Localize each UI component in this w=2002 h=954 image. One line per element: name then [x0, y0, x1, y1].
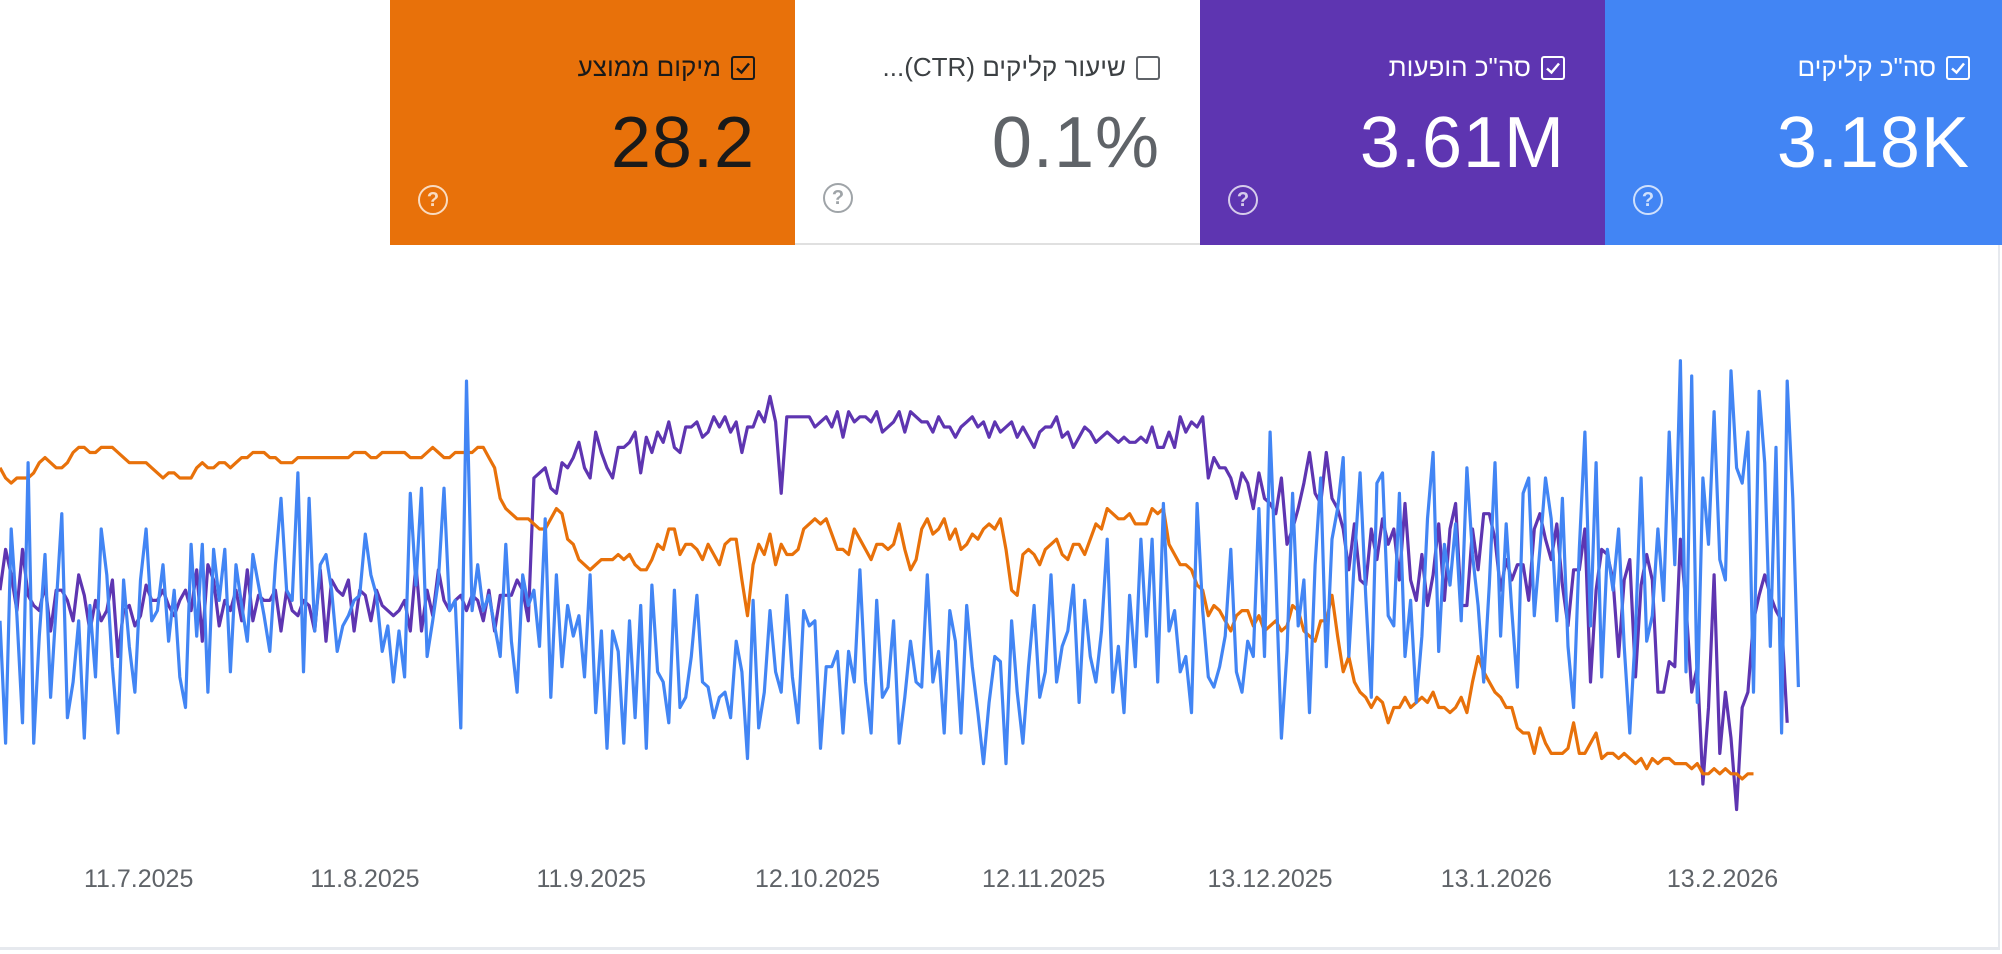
metric-label: מיקום ממוצע [577, 52, 721, 82]
metric-label: שיעור קליקים (CTR)... [882, 52, 1126, 82]
x-tick-label: 13.2.2026 [1667, 865, 1778, 893]
metric-value: 28.2 [610, 103, 755, 183]
checkbox-unchecked-icon[interactable] [1136, 55, 1160, 80]
metric-card-clicks[interactable]: סה"כ קליקים 3.18K ? [1605, 0, 2002, 245]
metric-value: 0.1% [991, 103, 1160, 183]
metric-header: סה"כ קליקים [1798, 52, 1970, 83]
x-tick-label: 11.8.2025 [310, 865, 419, 893]
metric-label: סה"כ קליקים [1797, 52, 1936, 82]
series-line-2 [0, 359, 1800, 766]
line-chart: 11.7.2025 11.8.2025 11.9.2025 12.10.2025 12.… [0, 359, 1800, 893]
metric-value: 3.18K [1776, 103, 1970, 183]
x-tick-label: 11.7.2025 [84, 865, 193, 893]
x-tick-label: 13.1.2026 [1441, 865, 1552, 893]
series-line-0 [0, 394, 1789, 812]
metric-value: 3.61M [1359, 103, 1565, 183]
metric-label: סה"כ הופעות [1388, 52, 1531, 82]
checkbox-checked-icon[interactable] [1946, 55, 1970, 80]
metric-card-ctr[interactable]: שיעור קליקים (CTR)... 0.1% ? [795, 0, 1200, 245]
series-line-1 [0, 445, 1754, 781]
help-icon[interactable]: ? [418, 185, 448, 215]
x-tick-label: 12.10.2025 [755, 865, 880, 893]
checkbox-checked-icon[interactable] [1541, 55, 1565, 80]
metric-header: סה"כ הופעות [1389, 52, 1565, 83]
checkbox-checked-icon[interactable] [731, 55, 755, 80]
x-tick-label: 13.12.2025 [1207, 865, 1332, 893]
metric-header: מיקום ממוצע [578, 52, 755, 83]
metric-header: שיעור קליקים (CTR)... [883, 52, 1160, 83]
metric-card-impressions[interactable]: סה"כ הופעות 3.61M ? [1200, 0, 1605, 245]
help-icon[interactable]: ? [1228, 185, 1258, 215]
metric-card-avg-position[interactable]: מיקום ממוצע 28.2 ? [390, 0, 795, 245]
metric-cards: מיקום ממוצע 28.2 ? שיעור קליקים (CTR)...… [390, 0, 2002, 245]
help-icon[interactable]: ? [1633, 185, 1663, 215]
help-icon[interactable]: ? [823, 183, 853, 213]
x-tick-label: 11.9.2025 [537, 865, 646, 893]
x-tick-label: 12.11.2025 [982, 865, 1105, 893]
